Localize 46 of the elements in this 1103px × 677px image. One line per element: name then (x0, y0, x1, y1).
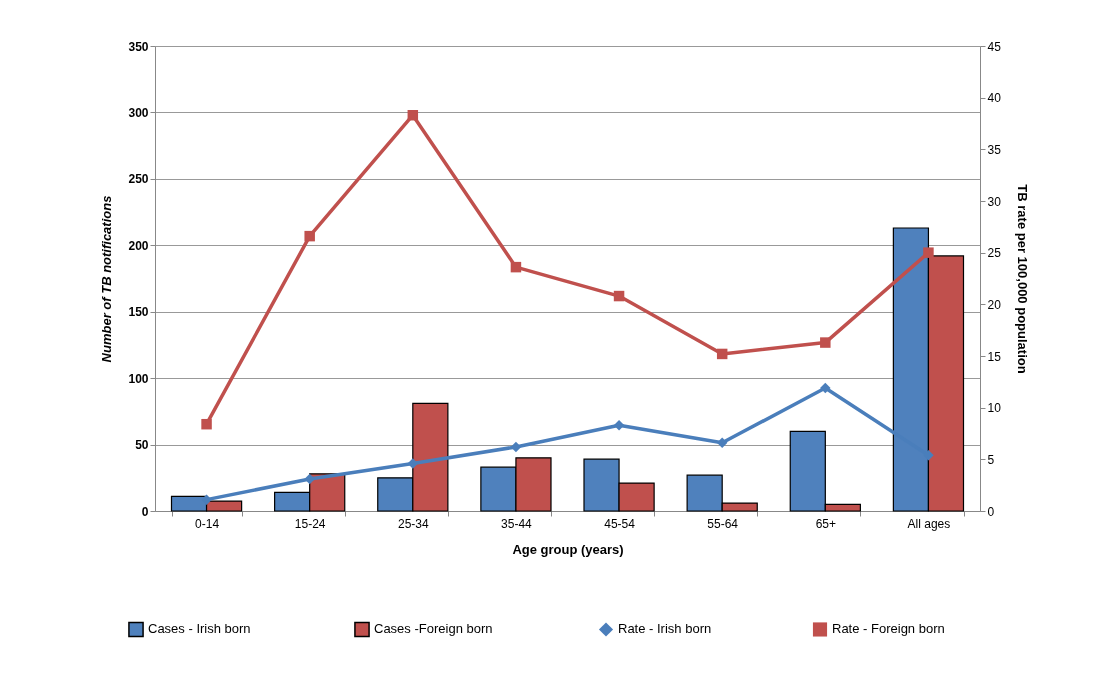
point (304, 473, 315, 485)
y-tick-label: 50 (135, 438, 149, 453)
y2-tick-label: 45 (987, 39, 1002, 54)
y-tick-label: 350 (128, 39, 149, 54)
legend-label: Rate - Foreign born (832, 621, 945, 637)
y2-tick-label: 20 (987, 297, 1002, 312)
y2-tick-label: 35 (987, 142, 1002, 157)
y2-tick-label: 15 (987, 349, 1002, 364)
legend-label: Cases -Foreign born (374, 621, 493, 637)
y2-tick-label: 10 (987, 401, 1002, 416)
x-tick-label: 0-14 (195, 516, 220, 531)
x-tick-label: 45-54 (604, 516, 636, 531)
x-tick-label: 35-44 (501, 516, 533, 531)
legend-label: Cases - Irish born (148, 621, 251, 637)
y2-tick-label: 25 (987, 246, 1002, 261)
point (407, 458, 419, 469)
x-tick-label: 25-34 (397, 516, 429, 531)
point (716, 437, 728, 449)
y2-tick-label: 5 (987, 452, 995, 467)
point (820, 337, 831, 348)
y2-axis-title: TB rate per 100,000 population (1014, 184, 1030, 374)
y2-tick-label: 0 (987, 504, 995, 519)
y-axis-title: Number of TB notifications (99, 195, 115, 363)
point (820, 382, 831, 394)
y-tick-label: 300 (128, 105, 149, 120)
x-tick-label: All ages (907, 516, 951, 531)
point (613, 419, 625, 431)
point (716, 348, 728, 360)
y-tick-label: 0 (141, 504, 149, 519)
y2-tick-label: 40 (987, 91, 1002, 106)
point (613, 290, 625, 302)
point (510, 261, 522, 273)
y-tick-label: 150 (128, 305, 149, 320)
x-tick-label: 65+ (815, 516, 836, 531)
x-axis-title: Age group (years) (512, 541, 624, 557)
x-tick-label: 55-64 (707, 516, 739, 531)
legend-label: Rate - Irish born (618, 621, 712, 637)
y-tick-label: 200 (128, 238, 149, 253)
y-tick-label: 100 (128, 371, 149, 386)
y-tick-label: 250 (128, 172, 149, 187)
x-tick-label: 15-24 (294, 516, 326, 531)
point (923, 247, 934, 258)
point (304, 230, 315, 242)
point (407, 109, 419, 121)
y2-tick-label: 30 (987, 194, 1002, 209)
point (201, 418, 212, 430)
